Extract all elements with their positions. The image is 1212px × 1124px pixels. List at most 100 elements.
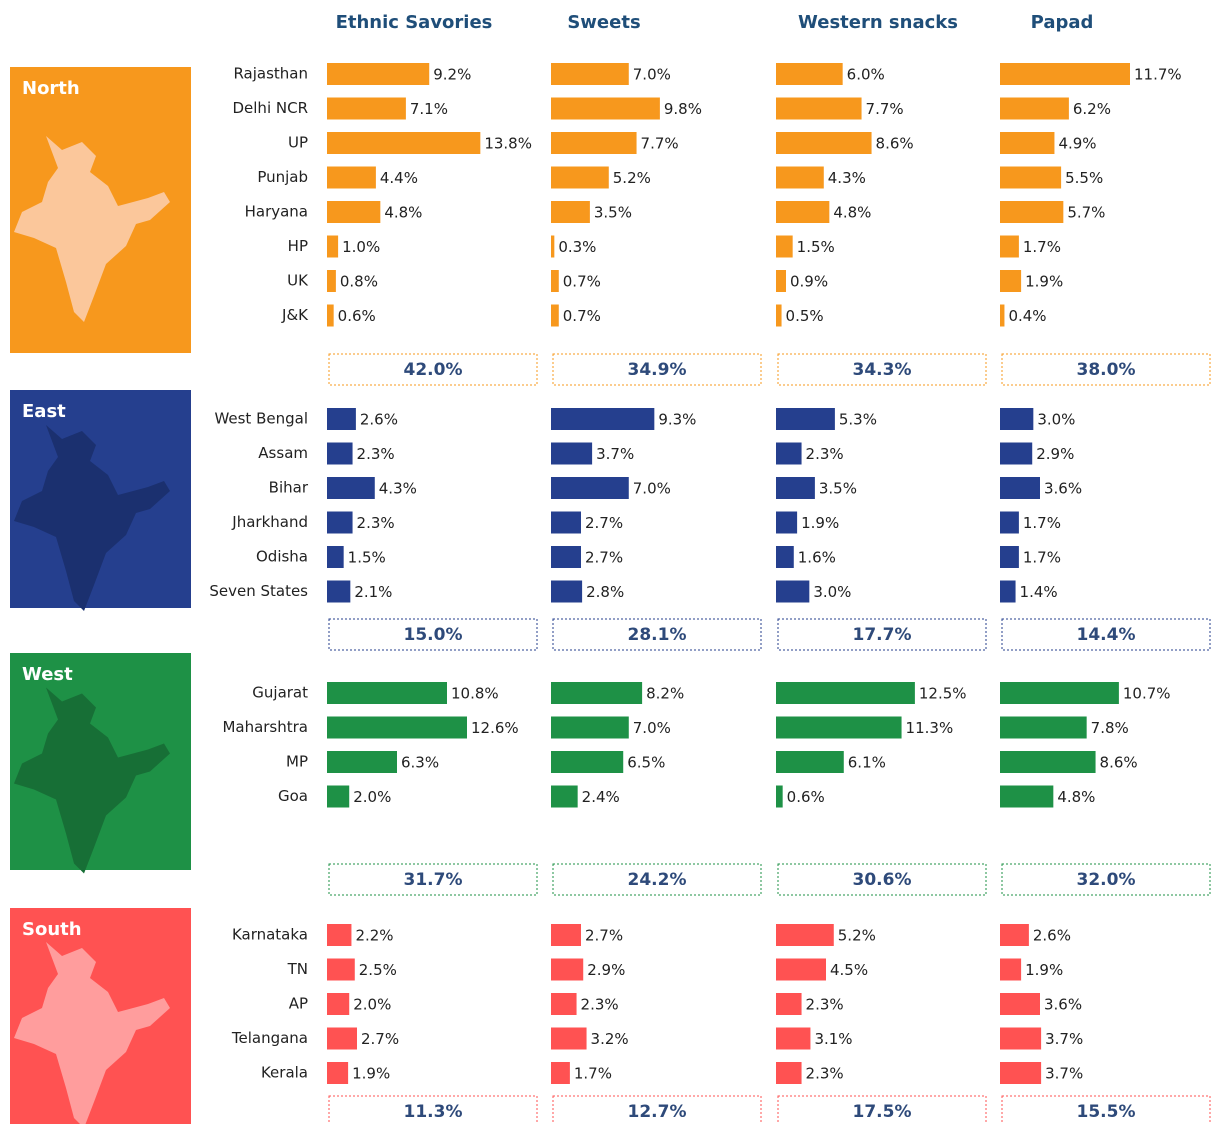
value-label: 7.7% [866, 100, 904, 118]
value-label: 10.7% [1123, 685, 1171, 703]
value-label: 9.2% [433, 66, 471, 84]
total-label: 42.0% [404, 360, 463, 380]
bar [776, 785, 783, 808]
value-label: 2.5% [359, 961, 397, 979]
value-label: 2.0% [353, 788, 391, 806]
bar [551, 751, 624, 773]
column-header: Ethnic Savories [336, 12, 493, 33]
region-title: West [22, 664, 73, 685]
value-label: 1.7% [1023, 549, 1061, 567]
value-label: 2.6% [1033, 927, 1071, 945]
bar [551, 97, 660, 120]
bar [327, 235, 339, 258]
bar [776, 442, 802, 465]
state-label: Haryana [245, 203, 308, 221]
bar [551, 235, 555, 258]
value-label: 2.8% [586, 583, 624, 601]
value-label: 7.0% [633, 66, 671, 84]
value-label: 0.9% [790, 273, 828, 291]
bar [776, 270, 786, 292]
state-label: Gujarat [252, 684, 308, 702]
bar [327, 1027, 357, 1050]
bar [327, 924, 352, 946]
value-label: 6.1% [848, 754, 886, 772]
total-box [552, 1095, 762, 1124]
bar [1000, 958, 1022, 981]
state-label: Seven States [209, 582, 308, 600]
bar [1000, 166, 1062, 189]
value-label: 1.5% [797, 238, 835, 256]
bar [1000, 1062, 1042, 1084]
map-icon [14, 942, 170, 1124]
value-label: 2.3% [806, 996, 844, 1014]
bar [776, 132, 872, 154]
map-icon [14, 425, 170, 611]
bar [551, 442, 593, 465]
total-box [328, 353, 538, 386]
column-header: Sweets [567, 12, 640, 33]
bar [776, 304, 782, 327]
value-label: 4.3% [828, 169, 866, 187]
value-label: 2.0% [353, 996, 391, 1014]
bar [551, 1062, 570, 1084]
value-label: 0.7% [563, 307, 601, 325]
value-label: 2.3% [806, 445, 844, 463]
state-label: Goa [278, 787, 308, 805]
value-label: 5.3% [839, 411, 877, 429]
bar [551, 1027, 587, 1050]
value-label: 9.8% [664, 100, 702, 118]
value-label: 0.6% [338, 307, 376, 325]
total-label: 34.9% [628, 360, 687, 380]
value-label: 7.0% [633, 719, 671, 737]
bar [327, 304, 334, 327]
region-title: South [22, 919, 82, 940]
bar [327, 408, 356, 430]
value-label: 2.4% [582, 788, 620, 806]
bar [776, 235, 793, 258]
value-label: 8.2% [646, 685, 684, 703]
bar [776, 958, 826, 981]
total-box [328, 1095, 538, 1124]
bar [551, 304, 559, 327]
bar [551, 682, 643, 704]
value-label: 3.5% [819, 480, 857, 498]
bar [551, 511, 581, 534]
state-label: Maharshtra [222, 718, 308, 736]
bar [327, 1062, 349, 1084]
bar [327, 580, 351, 603]
value-label: 7.0% [633, 480, 671, 498]
total-label: 30.6% [853, 870, 912, 890]
value-label: 0.6% [787, 788, 825, 806]
bar [327, 97, 406, 120]
value-label: 4.8% [384, 204, 422, 222]
total-box [777, 1095, 987, 1124]
bar [776, 477, 815, 499]
value-label: 4.8% [833, 204, 871, 222]
total-label: 17.5% [853, 1102, 912, 1122]
value-label: 3.5% [594, 204, 632, 222]
state-label: J&K [281, 306, 309, 324]
value-label: 9.3% [658, 411, 696, 429]
value-label: 6.2% [1073, 100, 1111, 118]
bar [327, 751, 397, 773]
total-label: 11.3% [404, 1102, 463, 1122]
value-label: 8.6% [876, 135, 914, 153]
bar [1000, 304, 1005, 327]
bar [1000, 442, 1033, 465]
bar [551, 201, 590, 223]
value-label: 2.7% [585, 514, 623, 532]
bar [551, 958, 584, 981]
state-label: TN [287, 960, 308, 978]
value-label: 2.7% [585, 549, 623, 567]
bar [327, 63, 430, 85]
value-label: 12.6% [471, 719, 519, 737]
value-label: 2.9% [1036, 445, 1074, 463]
bar [1000, 546, 1019, 568]
bar [327, 477, 375, 499]
bar [551, 477, 629, 499]
value-label: 7.1% [410, 100, 448, 118]
bar [327, 166, 376, 189]
state-label: Bihar [269, 479, 309, 497]
value-label: 1.7% [1023, 238, 1061, 256]
bar [1000, 63, 1130, 85]
